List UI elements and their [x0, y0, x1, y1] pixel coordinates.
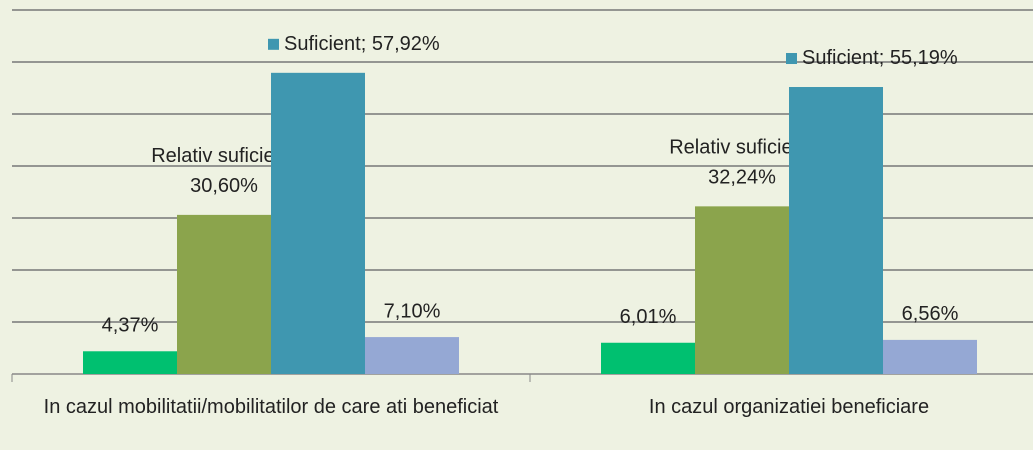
data-label: 6,56% [902, 303, 959, 325]
legend-key [268, 38, 279, 50]
data-label-name: Relativ suficient; [669, 137, 815, 159]
bar [365, 337, 459, 374]
x-tick-label: In cazul mobilitatii/mobilitatilor de ca… [43, 396, 499, 418]
label-part: 57,92% [372, 33, 440, 55]
label-part: Suficient; [802, 47, 890, 69]
data-label: Suficient; 55,19% [802, 47, 958, 69]
label-part: Relativ suficient; [669, 137, 815, 159]
label-part: 55,19% [890, 47, 958, 69]
data-label: Suficient; 57,92% [284, 33, 440, 55]
label-part: Suficient; [284, 33, 372, 55]
data-label: 30,60% [190, 175, 258, 197]
bar [601, 342, 695, 374]
data-label: 4,37% [102, 315, 159, 337]
bar [177, 214, 271, 374]
data-label: 6,01% [620, 306, 677, 328]
bar [271, 72, 365, 374]
bar [83, 351, 177, 374]
legend-key [786, 53, 797, 65]
bar [789, 87, 883, 375]
bar [695, 206, 789, 374]
data-label-name: Relativ suficient; [151, 145, 297, 167]
data-label: 7,10% [384, 300, 441, 322]
bar [883, 339, 977, 374]
data-label: 32,24% [708, 167, 776, 189]
label-part: Relativ suficient; [151, 145, 297, 167]
x-tick-label: In cazul organizatiei beneficiare [648, 396, 930, 418]
